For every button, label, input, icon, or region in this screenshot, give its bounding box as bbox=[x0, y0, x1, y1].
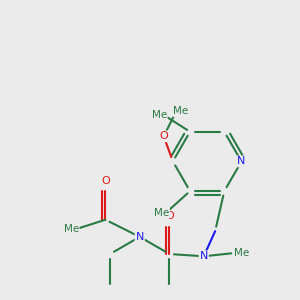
Text: O: O bbox=[101, 176, 110, 186]
Text: Me: Me bbox=[154, 208, 169, 218]
Text: Me: Me bbox=[152, 110, 167, 120]
Text: Me: Me bbox=[173, 106, 188, 116]
Text: O: O bbox=[159, 131, 168, 141]
Text: N: N bbox=[136, 232, 144, 242]
Text: N: N bbox=[237, 156, 246, 167]
Text: O: O bbox=[165, 211, 174, 221]
Text: Me: Me bbox=[64, 224, 79, 234]
Text: N: N bbox=[200, 251, 208, 261]
Text: Me: Me bbox=[234, 248, 249, 258]
